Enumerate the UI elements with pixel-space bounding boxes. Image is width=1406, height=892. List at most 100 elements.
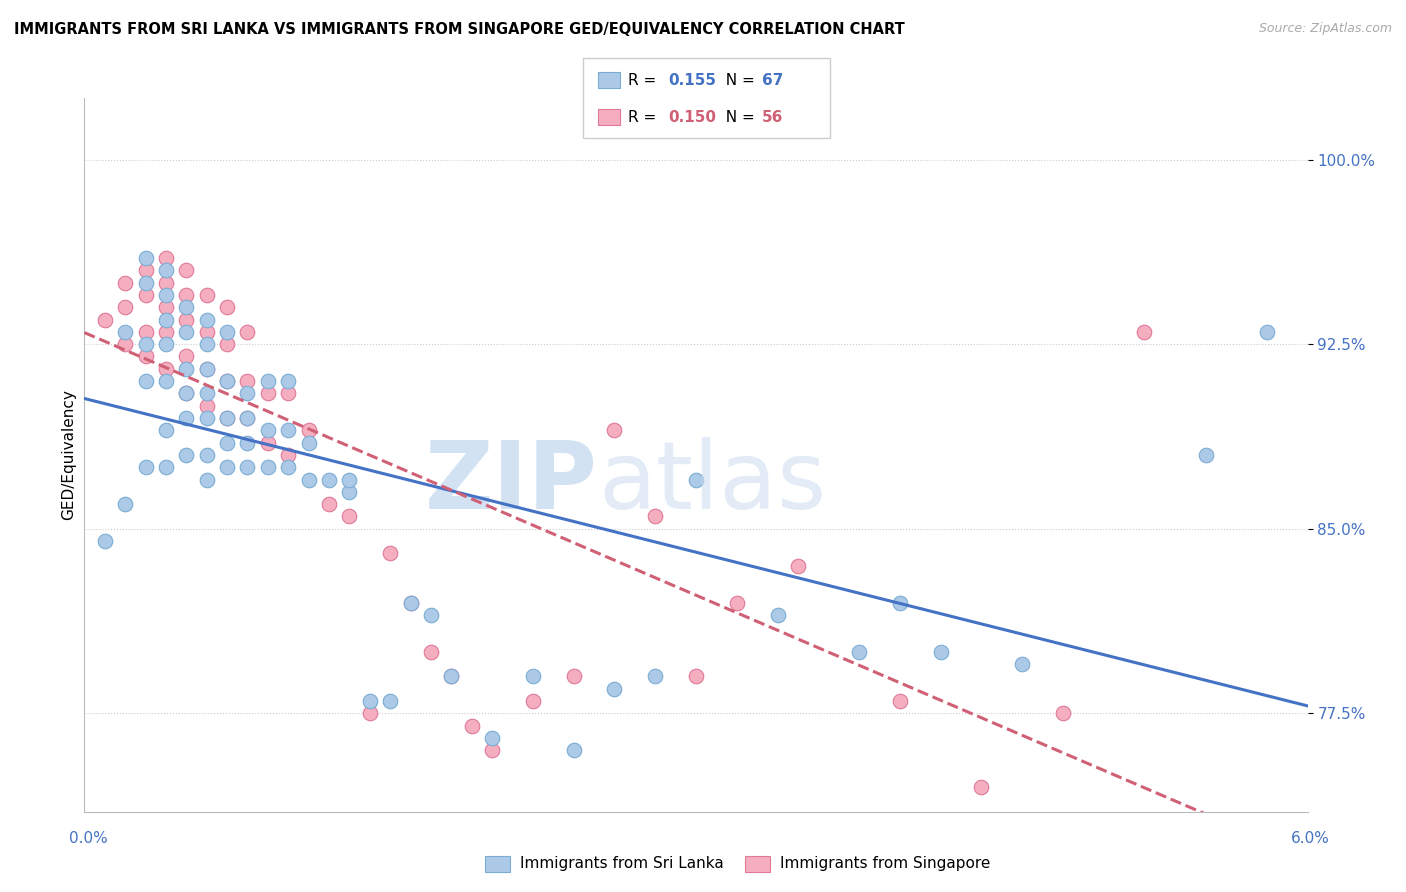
Point xyxy=(217,374,239,388)
Point xyxy=(174,350,197,364)
Point xyxy=(970,780,993,794)
Text: IMMIGRANTS FROM SRI LANKA VS IMMIGRANTS FROM SINGAPORE GED/EQUIVALENCY CORRELATI: IMMIGRANTS FROM SRI LANKA VS IMMIGRANTS … xyxy=(14,22,905,37)
Point xyxy=(236,435,259,450)
Point xyxy=(155,263,177,277)
Point xyxy=(174,300,197,314)
Point xyxy=(135,263,157,277)
Point xyxy=(135,337,157,351)
Point xyxy=(236,386,259,401)
Point xyxy=(155,325,177,339)
Point xyxy=(359,694,381,708)
Point xyxy=(359,706,381,721)
Text: N =: N = xyxy=(716,110,759,125)
Point xyxy=(217,435,239,450)
Point xyxy=(481,731,503,745)
Point xyxy=(725,596,748,610)
Point xyxy=(257,423,280,437)
Point xyxy=(114,337,136,351)
Point xyxy=(929,645,952,659)
Point xyxy=(195,411,218,425)
Point xyxy=(481,743,503,757)
Text: Source: ZipAtlas.com: Source: ZipAtlas.com xyxy=(1258,22,1392,36)
Point xyxy=(217,300,239,314)
Point xyxy=(195,325,218,339)
Point xyxy=(217,411,239,425)
Point xyxy=(93,312,115,326)
Point xyxy=(236,411,259,425)
Point xyxy=(257,386,280,401)
Point xyxy=(277,448,299,462)
Point xyxy=(277,386,299,401)
Point xyxy=(522,669,544,683)
Text: 56: 56 xyxy=(762,110,783,125)
Point xyxy=(195,448,218,462)
Point xyxy=(318,497,340,511)
Point xyxy=(399,596,422,610)
Point xyxy=(461,718,484,732)
Text: atlas: atlas xyxy=(598,437,827,530)
Point xyxy=(155,312,177,326)
Point xyxy=(298,473,321,487)
Point xyxy=(298,435,321,450)
Point xyxy=(217,460,239,475)
Point xyxy=(257,435,280,450)
Point xyxy=(174,411,197,425)
Point xyxy=(1215,841,1237,855)
Point xyxy=(685,473,707,487)
Point xyxy=(339,484,361,499)
Point xyxy=(114,497,136,511)
Point xyxy=(1256,325,1278,339)
Point xyxy=(135,325,157,339)
Point xyxy=(174,361,197,376)
Point xyxy=(174,325,197,339)
Text: R =: R = xyxy=(628,73,662,88)
Text: ZIP: ZIP xyxy=(425,437,598,530)
Text: Immigrants from Sri Lanka: Immigrants from Sri Lanka xyxy=(520,856,724,871)
Point xyxy=(155,337,177,351)
Point xyxy=(135,288,157,302)
Point xyxy=(399,596,422,610)
Point xyxy=(155,374,177,388)
Point xyxy=(848,645,870,659)
Point xyxy=(174,386,197,401)
Point xyxy=(155,361,177,376)
Point xyxy=(195,337,218,351)
Point xyxy=(135,276,157,290)
Text: 0.0%: 0.0% xyxy=(69,831,108,846)
Point xyxy=(114,325,136,339)
Text: 6.0%: 6.0% xyxy=(1291,831,1330,846)
Point xyxy=(562,669,585,683)
Text: N =: N = xyxy=(716,73,759,88)
Point xyxy=(339,473,361,487)
Point xyxy=(522,694,544,708)
Point xyxy=(135,251,157,265)
Point xyxy=(1052,706,1074,721)
Point xyxy=(420,645,443,659)
Point xyxy=(236,374,259,388)
Point xyxy=(217,411,239,425)
Point xyxy=(155,288,177,302)
Point xyxy=(195,361,218,376)
Point xyxy=(318,473,340,487)
Point xyxy=(644,669,666,683)
Point xyxy=(174,263,197,277)
Point xyxy=(114,300,136,314)
Point xyxy=(440,669,463,683)
Point xyxy=(257,374,280,388)
Point xyxy=(236,460,259,475)
Point xyxy=(236,411,259,425)
Point xyxy=(195,312,218,326)
Point xyxy=(277,423,299,437)
Point xyxy=(174,386,197,401)
Point xyxy=(217,374,239,388)
Point xyxy=(1195,448,1218,462)
Point xyxy=(339,509,361,524)
Point xyxy=(195,473,218,487)
Point xyxy=(195,288,218,302)
Text: R =: R = xyxy=(628,110,662,125)
Point xyxy=(93,534,115,549)
Point xyxy=(889,596,911,610)
Point xyxy=(603,423,626,437)
Point xyxy=(217,325,239,339)
Point xyxy=(644,509,666,524)
